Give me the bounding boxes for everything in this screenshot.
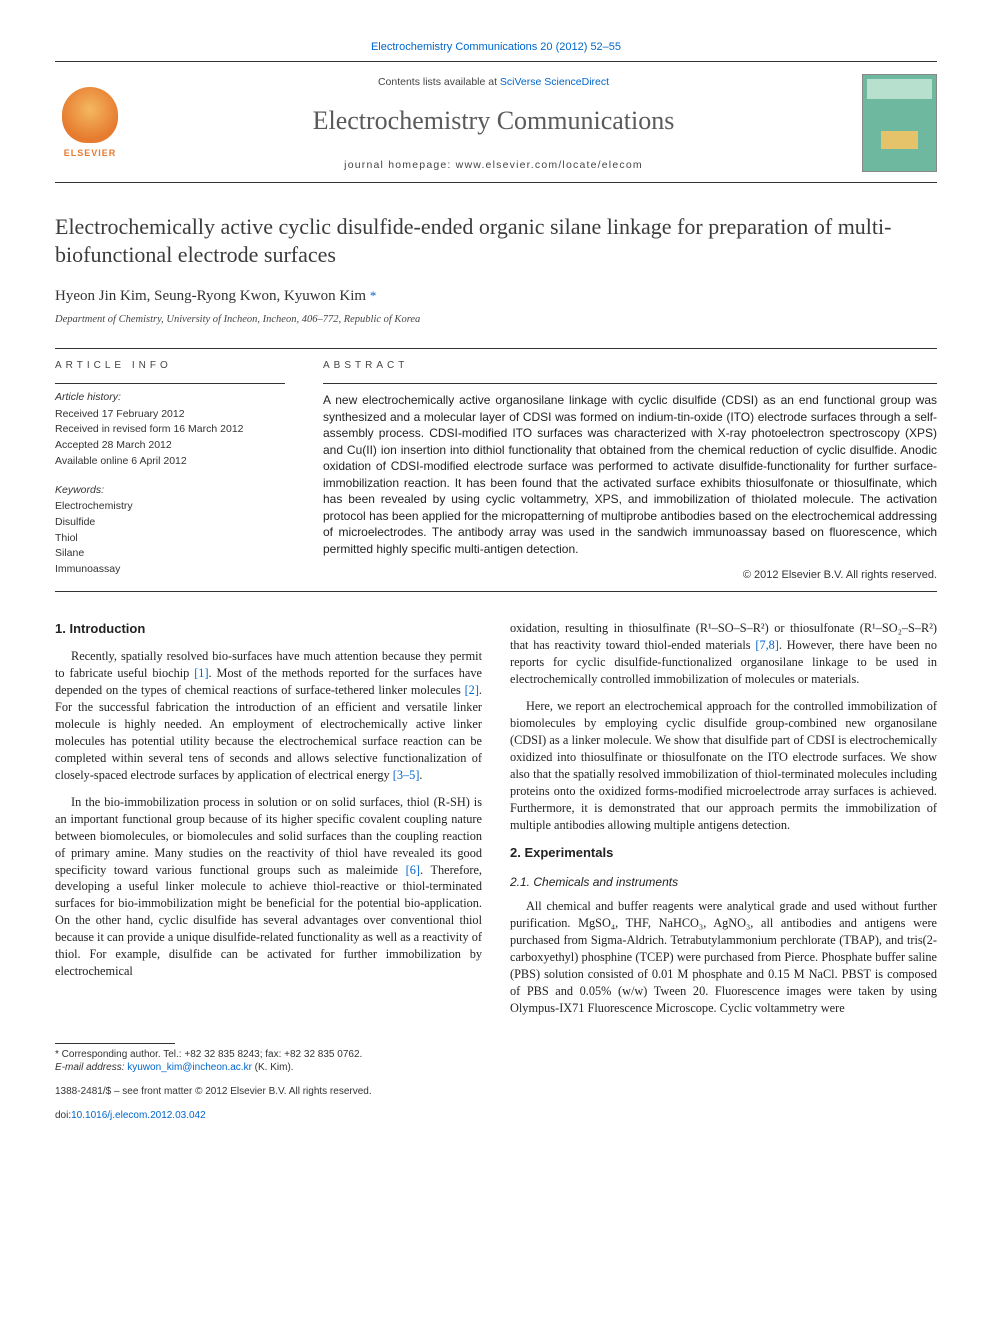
doi-prefix: doi: — [55, 1110, 71, 1121]
abstract-heading: abstract — [323, 359, 937, 373]
top-rule — [55, 61, 937, 62]
keyword: Electrochemistry — [55, 499, 285, 514]
authors-text: Hyeon Jin Kim, Seung-Ryong Kwon, Kyuwon … — [55, 288, 366, 304]
homepage-url: www.elsevier.com/locate/elecom — [456, 159, 643, 171]
paragraph: In the bio-immobilization process in sol… — [55, 794, 482, 981]
keyword: Thiol — [55, 531, 285, 546]
journal-homepage: journal homepage: www.elsevier.com/locat… — [145, 158, 842, 173]
citation-ref[interactable]: [2] — [465, 683, 479, 697]
section-heading-experimentals: 2. Experimentals — [510, 844, 937, 862]
abstract-copyright: © 2012 Elsevier B.V. All rights reserved… — [323, 568, 937, 583]
keywords-label: Keywords: — [55, 483, 285, 498]
keyword: Disulfide — [55, 515, 285, 530]
citation-ref[interactable]: [1] — [194, 666, 208, 680]
front-matter-line: 1388-2481/$ – see front matter © 2012 El… — [55, 1085, 937, 1099]
info-rule — [55, 383, 285, 384]
article-title: Electrochemically active cyclic disulfid… — [55, 213, 937, 268]
intro-p2-text: In the bio-immobilization process in sol… — [55, 795, 482, 979]
abstract-text: A new electrochemically active organosil… — [323, 392, 937, 557]
elsevier-logo: ELSEVIER — [55, 83, 125, 163]
journal-citation: Electrochemistry Communications 20 (2012… — [55, 40, 937, 55]
corresponding-footnote: * Corresponding author. Tel.: +82 32 835… — [55, 1048, 937, 1075]
journal-cover-thumb — [862, 74, 937, 172]
meta-bottom-rule — [55, 591, 937, 592]
doi-line: doi:10.1016/j.elecom.2012.03.042 — [55, 1109, 937, 1123]
corresponding-email-link[interactable]: kyuwon_kim@incheon.ac.kr — [127, 1062, 252, 1073]
paragraph: All chemical and buffer reagents were an… — [510, 898, 937, 1017]
email-label: E-mail address: — [55, 1062, 127, 1073]
paragraph: Here, we report an electrochemical appro… — [510, 698, 937, 834]
abstract-rule — [323, 383, 937, 384]
intro-p3-text: oxidation, resulting in thiosulfinate (R… — [510, 621, 937, 686]
history-item: Received in revised form 16 March 2012 — [55, 422, 285, 437]
paragraph: oxidation, resulting in thiosulfinate (R… — [510, 620, 937, 688]
intro-p1-text: Recently, spatially resolved bio-surface… — [55, 649, 482, 782]
author-list: Hyeon Jin Kim, Seung-Ryong Kwon, Kyuwon … — [55, 286, 937, 307]
article-info-heading: article info — [55, 359, 285, 373]
header-bottom-rule — [55, 182, 937, 183]
intro-p4-text: Here, we report an electrochemical appro… — [510, 699, 937, 832]
history-item: Available online 6 April 2012 — [55, 454, 285, 469]
subsection-heading: 2.1. Chemicals and instruments — [510, 874, 937, 891]
exp-p1-text: All chemical and buffer reagents were an… — [510, 899, 937, 1015]
citation-ref[interactable]: [3–5] — [393, 768, 420, 782]
section-heading-intro: 1. Introduction — [55, 620, 482, 638]
journal-header: ELSEVIER Contents lists available at Sci… — [55, 74, 937, 172]
history-label: Article history: — [55, 390, 285, 405]
footnote-rule — [55, 1043, 175, 1044]
page-footer: * Corresponding author. Tel.: +82 32 835… — [55, 1043, 937, 1123]
elsevier-tree-icon — [62, 87, 118, 143]
journal-name: Electrochemistry Communications — [145, 103, 842, 139]
affiliation: Department of Chemistry, University of I… — [55, 313, 937, 328]
elsevier-wordmark: ELSEVIER — [64, 147, 117, 160]
footnote-line1: Corresponding author. Tel.: +82 32 835 8… — [59, 1049, 362, 1060]
homepage-prefix: journal homepage: — [344, 159, 456, 171]
history-item: Received 17 February 2012 — [55, 407, 285, 422]
meta-top-rule — [55, 348, 937, 349]
history-item: Accepted 28 March 2012 — [55, 438, 285, 453]
article-body: 1. Introduction Recently, spatially reso… — [55, 620, 937, 1017]
keyword: Immunoassay — [55, 562, 285, 577]
sciencedirect-link[interactable]: SciVerse ScienceDirect — [500, 76, 609, 88]
keyword: Silane — [55, 546, 285, 561]
article-info-block: article info Article history: Received 1… — [55, 359, 285, 583]
citation-ref[interactable]: [7,8] — [755, 638, 779, 652]
abstract-block: abstract A new electrochemically active … — [323, 359, 937, 583]
paragraph: Recently, spatially resolved bio-surface… — [55, 648, 482, 784]
citation-ref[interactable]: [6] — [406, 863, 420, 877]
corresponding-star: * — [370, 288, 377, 303]
doi-link[interactable]: 10.1016/j.elecom.2012.03.042 — [71, 1110, 206, 1121]
email-suffix: (K. Kim). — [252, 1062, 294, 1073]
contents-prefix: Contents lists available at — [378, 76, 500, 88]
contents-list-line: Contents lists available at SciVerse Sci… — [145, 75, 842, 90]
